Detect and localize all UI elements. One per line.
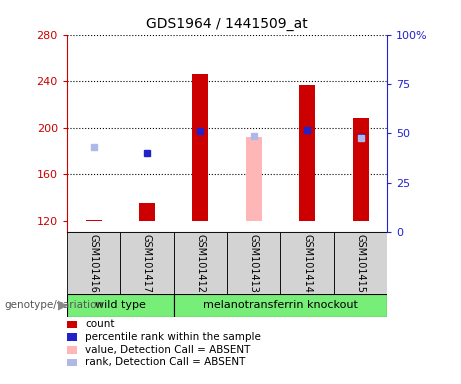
Title: GDS1964 / 1441509_at: GDS1964 / 1441509_at [146, 17, 308, 31]
Text: value, Detection Call = ABSENT: value, Detection Call = ABSENT [85, 345, 251, 355]
Text: percentile rank within the sample: percentile rank within the sample [85, 332, 261, 342]
Bar [280, 232, 334, 294]
Text: ▶: ▶ [58, 299, 67, 312]
Bar [67, 232, 120, 294]
Bar [192, 74, 208, 221]
Text: rank, Detection Call = ABSENT: rank, Detection Call = ABSENT [85, 358, 246, 367]
Bar [174, 232, 227, 294]
Bar [246, 137, 262, 221]
Text: GSM101417: GSM101417 [142, 233, 152, 293]
Text: wild type: wild type [95, 300, 146, 310]
Bar [174, 294, 387, 317]
Bar [120, 232, 174, 294]
Text: genotype/variation: genotype/variation [5, 300, 104, 310]
Bar [353, 118, 368, 221]
Bar [67, 294, 174, 317]
Text: GSM101415: GSM101415 [355, 233, 366, 293]
Bar [334, 232, 387, 294]
Bar [299, 84, 315, 221]
Text: GSM101414: GSM101414 [302, 233, 312, 293]
Text: GSM101416: GSM101416 [89, 233, 99, 293]
Bar [86, 220, 101, 221]
Text: GSM101412: GSM101412 [195, 233, 205, 293]
Text: GSM101413: GSM101413 [249, 233, 259, 293]
Bar [227, 232, 280, 294]
Text: count: count [85, 319, 115, 329]
Text: melanotransferrin knockout: melanotransferrin knockout [203, 300, 358, 310]
Bar [139, 203, 155, 221]
